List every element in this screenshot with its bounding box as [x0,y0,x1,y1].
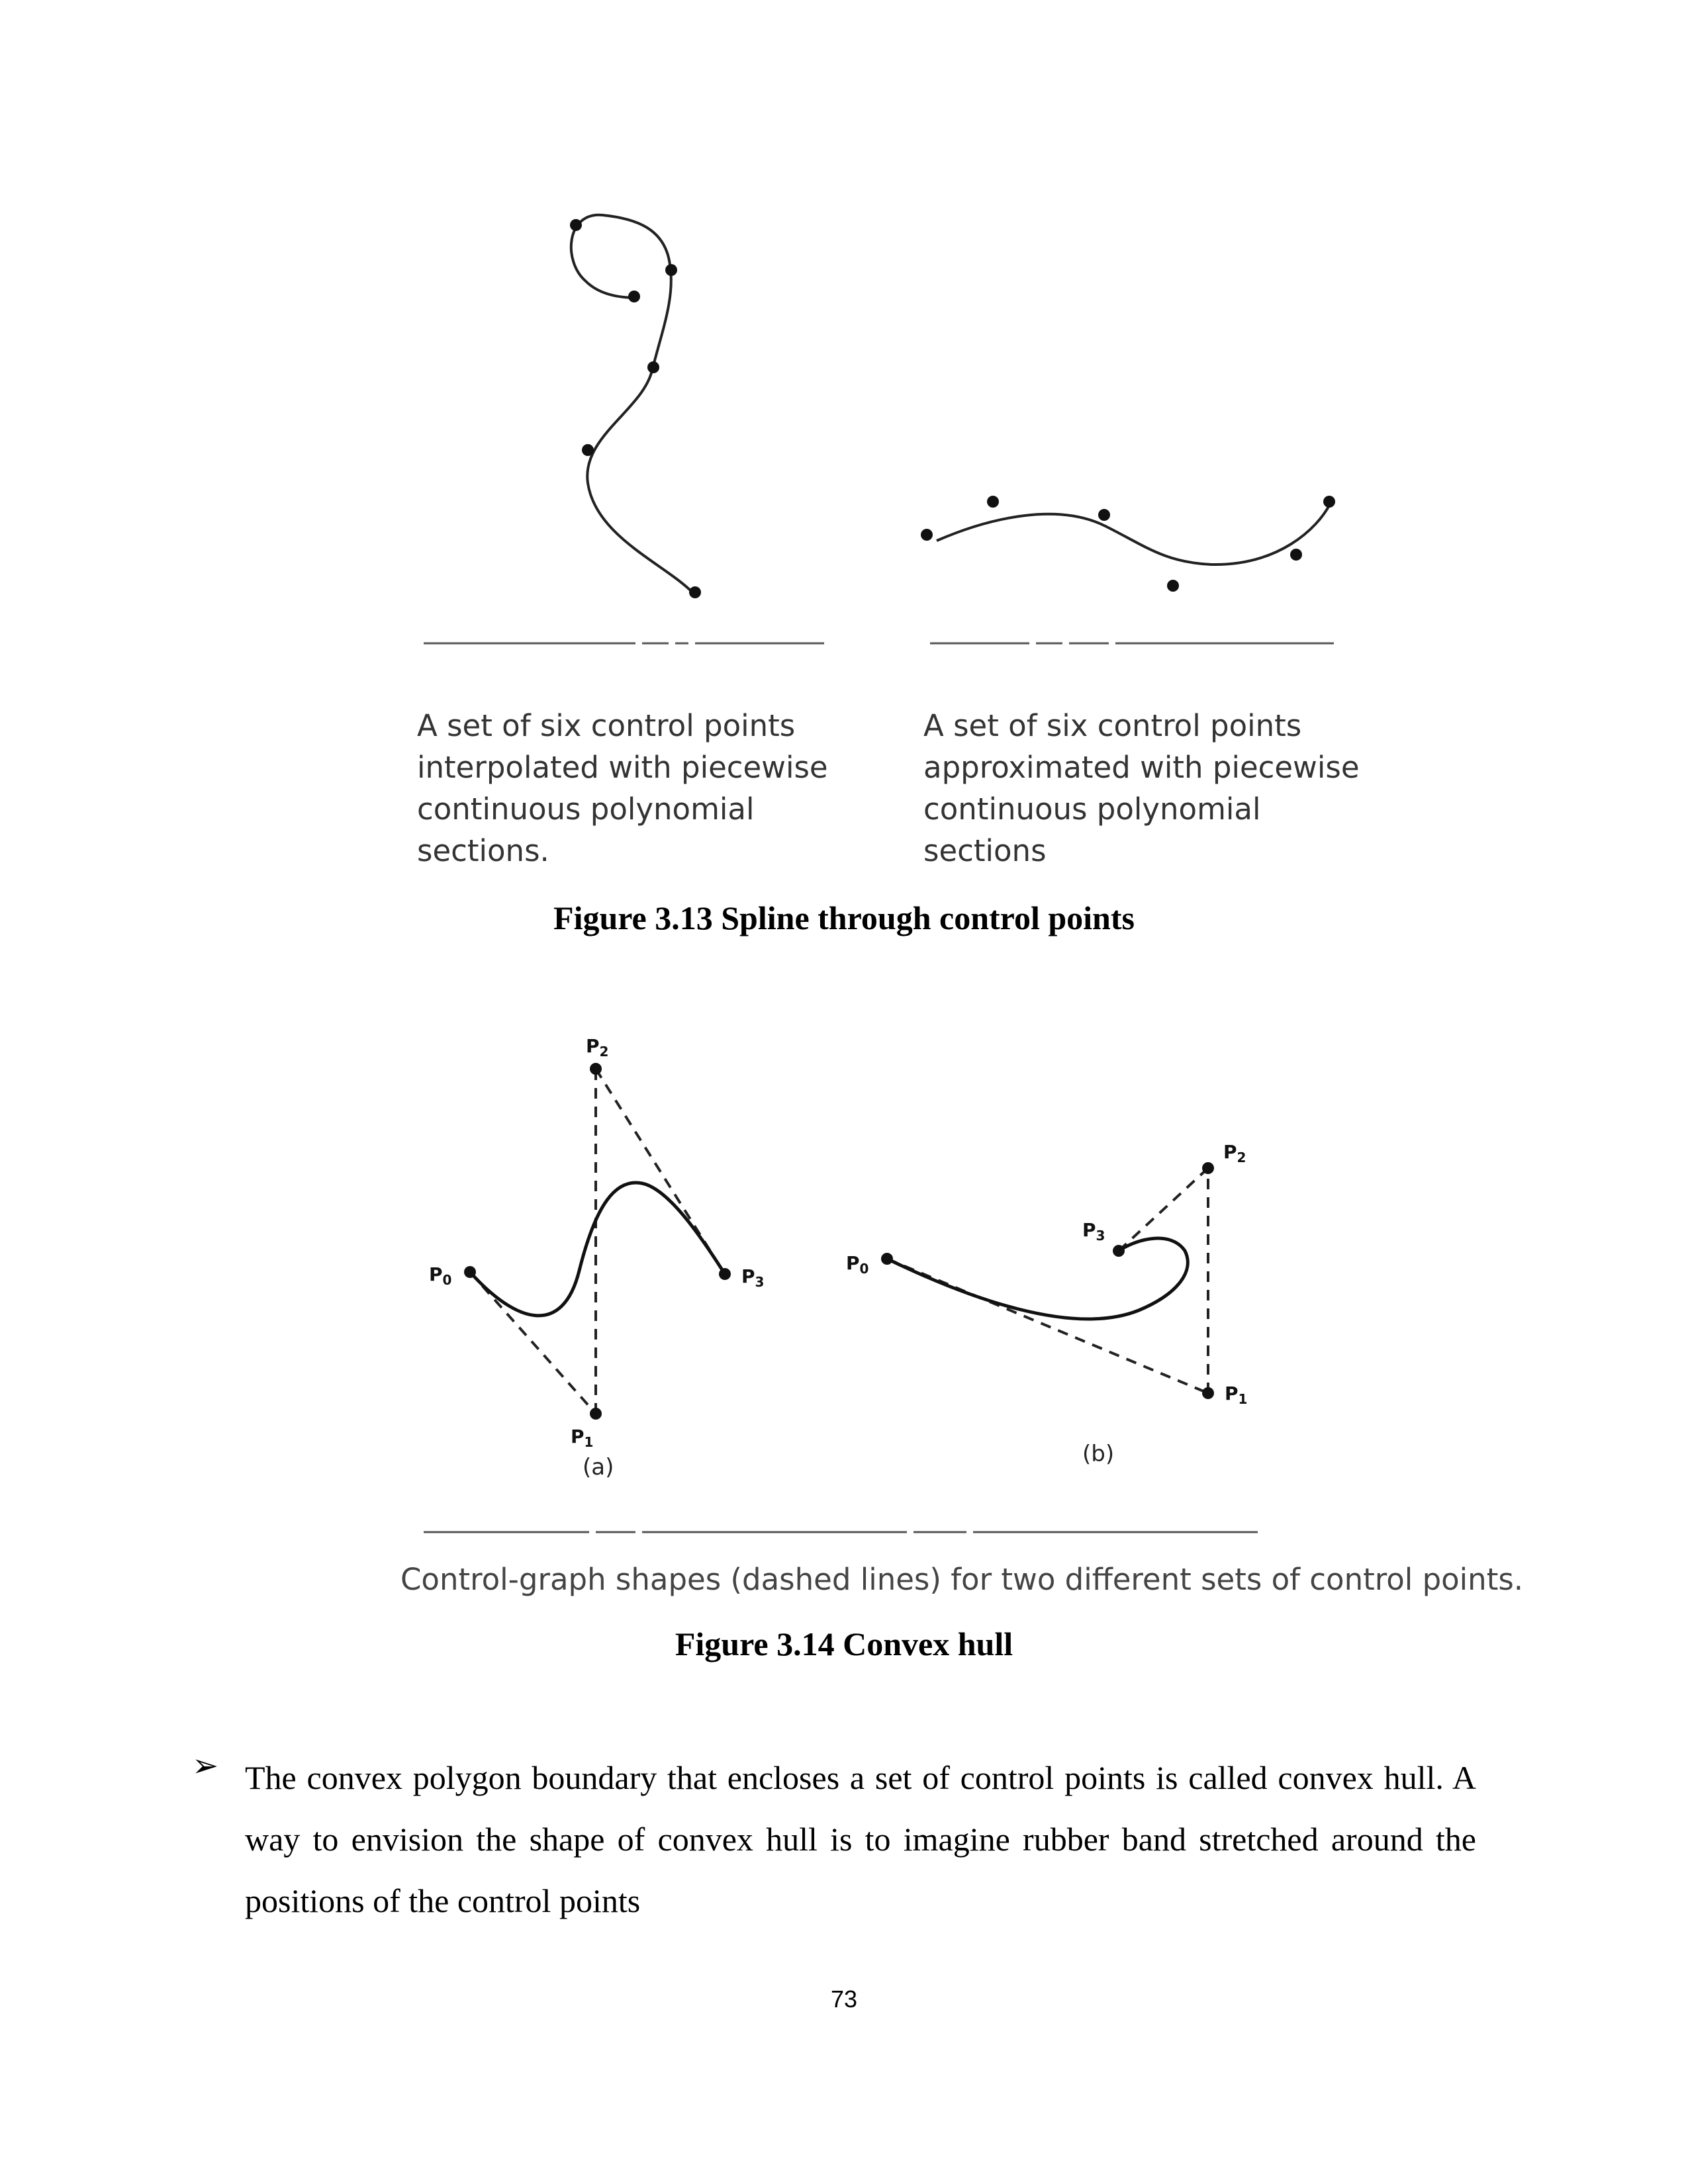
page-number: 73 [830,1985,858,2013]
bullet-paragraph: ➢ The convex polygon boundary that enclo… [192,1747,1476,1932]
control-point-p1 [590,1408,602,1420]
description-line: sections [923,833,1047,868]
point-label-p2: P2 [1223,1141,1246,1165]
control-point [1167,580,1179,592]
control-point-p1 [1202,1387,1214,1399]
bezier-curve [469,1181,727,1318]
figure-note: Control-graph shapes (dashed lines) for … [400,1562,1524,1597]
interpolating-curve [569,213,693,593]
point-label-p2: P2 [586,1035,608,1060]
arrow-bullet-icon: ➢ [192,1749,219,1784]
figure-3-14-caption: Figure 3.14 Convex hull [675,1625,1013,1662]
control-point-p0 [881,1253,893,1265]
control-point-p0 [464,1266,476,1278]
control-point [1323,496,1335,508]
figure-3-13-caption: Figure 3.13 Spline through control point… [553,899,1135,936]
bezier-curve [886,1236,1190,1321]
panel-a: P0 P1 P2 P3 (a) [429,1035,764,1480]
figure-3-13: A set of six control points interpolated… [397,192,1364,887]
spline-illustration [424,213,1335,645]
right-panel-description: A set of six control points approximated… [923,705,1360,872]
description-line: A set of six control points [923,708,1302,743]
control-graph-line [1117,1167,1209,1252]
point-label-p3: P3 [1082,1219,1105,1244]
control-point [647,361,659,373]
control-point [628,291,640,302]
description-line: continuous polynomial [417,792,755,827]
panel-a-label: (a) [583,1454,614,1480]
control-point [665,264,677,276]
control-point [921,529,933,541]
control-point-p3 [1113,1245,1125,1257]
panel-b-label: (b) [1082,1441,1114,1467]
bullet-text: The convex polygon boundary that enclose… [245,1759,1476,1919]
description-line: sections. [417,833,549,868]
left-panel-description: A set of six control points interpolated… [417,705,828,872]
description-line: continuous polynomial [923,792,1261,827]
description-line: interpolated with piecewise [417,750,828,785]
point-label-p0: P0 [429,1263,451,1288]
control-point-p2 [1202,1162,1214,1174]
description-line: A set of six control points [417,708,796,743]
description-line: approximated with piecewise [923,750,1360,785]
approximating-curve [936,502,1332,567]
control-point [570,219,582,231]
control-point [987,496,999,508]
control-point [689,586,701,598]
control-point-p2 [590,1063,602,1075]
control-point [1098,509,1110,521]
control-graph-line [594,1068,726,1275]
panel-b: P0 P1 P2 P3 (b) [846,1141,1247,1467]
control-point [582,444,594,456]
control-graph-line [469,1271,597,1415]
point-label-p3: P3 [741,1265,764,1290]
convex-hull-illustration: P0 P1 P2 P3 (a) P0 P1 P2 P3 (b) [424,1035,1258,1533]
figure-3-14: P0 P1 P2 P3 (a) P0 P1 P2 P3 (b) [384,1019,1523,1615]
control-point-p3 [719,1268,731,1280]
control-point [1290,549,1302,561]
point-label-p1: P1 [1225,1383,1247,1407]
point-label-p1: P1 [571,1426,593,1450]
point-label-p0: P0 [846,1252,868,1277]
